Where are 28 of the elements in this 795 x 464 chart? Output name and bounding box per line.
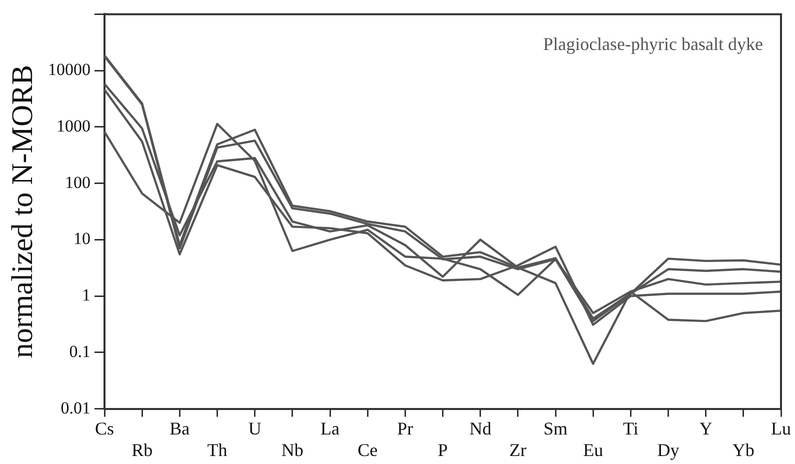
y-tick-label: 0.1 bbox=[69, 342, 90, 361]
y-tick-label: 10000 bbox=[48, 60, 90, 80]
x-tick-label: Ti bbox=[622, 418, 638, 438]
x-tick-label: P bbox=[438, 440, 448, 460]
x-tick-label: Ce bbox=[358, 440, 378, 460]
x-tick-label: Rb bbox=[132, 440, 153, 460]
x-tick-label: Lu bbox=[771, 418, 791, 438]
x-tick-label: Ba bbox=[170, 418, 190, 438]
x-tick-label: Nd bbox=[469, 418, 492, 438]
x-tick-label: Eu bbox=[583, 440, 604, 460]
x-tick-label: Zr bbox=[509, 440, 526, 460]
x-tick-label: Th bbox=[207, 440, 228, 460]
y-tick-label: 1 bbox=[82, 286, 90, 305]
y-tick-label: 10 bbox=[74, 229, 90, 248]
x-tick-label: Dy bbox=[657, 440, 680, 460]
x-tick-label: Cs bbox=[94, 418, 114, 438]
y-tick-label: 0.01 bbox=[60, 398, 90, 418]
x-tick-label: Yb bbox=[732, 440, 754, 460]
x-tick-label: Nb bbox=[281, 440, 304, 460]
y-tick-label: 100 bbox=[65, 172, 90, 192]
y-tick-label: 1000 bbox=[56, 116, 90, 136]
x-tick-label: Y bbox=[699, 418, 712, 438]
annotation: Plagioclase-phyric basalt dyke bbox=[543, 34, 763, 54]
y-axis-title: normalized to N-MORB bbox=[6, 64, 39, 358]
x-tick-label: Pr bbox=[397, 418, 414, 438]
x-tick-label: U bbox=[248, 418, 262, 438]
x-tick-label: La bbox=[320, 418, 340, 438]
x-tick-label: Sm bbox=[543, 418, 568, 438]
